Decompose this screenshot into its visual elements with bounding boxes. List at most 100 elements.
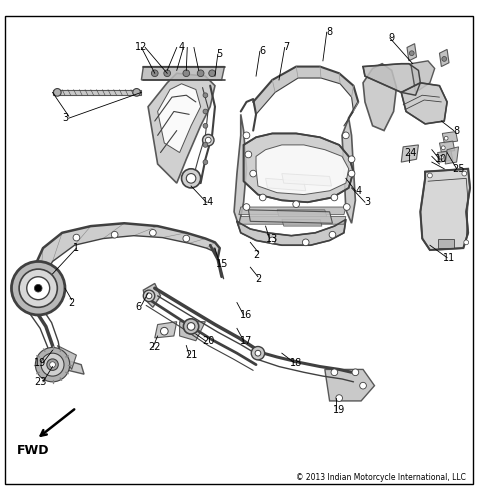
Circle shape (252, 346, 264, 360)
Circle shape (203, 160, 208, 164)
Circle shape (336, 394, 342, 402)
Circle shape (206, 138, 211, 143)
Polygon shape (325, 370, 374, 401)
Circle shape (348, 170, 355, 177)
Polygon shape (420, 169, 470, 250)
Polygon shape (239, 207, 346, 214)
Circle shape (152, 70, 158, 76)
Polygon shape (438, 150, 453, 162)
Circle shape (160, 328, 168, 335)
Text: © 2013 Indian Motorcycle International, LLC: © 2013 Indian Motorcycle International, … (296, 473, 466, 482)
Polygon shape (148, 74, 215, 183)
Circle shape (203, 109, 208, 114)
Circle shape (112, 232, 118, 238)
Polygon shape (266, 178, 306, 191)
Polygon shape (342, 118, 355, 224)
Polygon shape (401, 145, 418, 162)
Circle shape (352, 369, 358, 376)
Circle shape (269, 237, 276, 244)
Polygon shape (256, 145, 348, 194)
Circle shape (150, 230, 156, 236)
Circle shape (144, 290, 155, 302)
Text: 14: 14 (202, 197, 214, 207)
Text: 6: 6 (260, 46, 266, 56)
Circle shape (243, 204, 250, 210)
Text: 24: 24 (404, 148, 417, 158)
Circle shape (19, 269, 58, 308)
Circle shape (329, 232, 336, 238)
Text: 22: 22 (148, 342, 161, 352)
Circle shape (344, 204, 350, 210)
Circle shape (464, 240, 468, 244)
Polygon shape (401, 83, 447, 124)
Text: 13: 13 (266, 234, 278, 243)
Polygon shape (253, 66, 358, 126)
Polygon shape (411, 61, 434, 92)
Circle shape (243, 132, 250, 138)
Polygon shape (234, 114, 246, 226)
Circle shape (184, 319, 198, 334)
Text: 4: 4 (178, 42, 184, 52)
Circle shape (331, 369, 338, 376)
Polygon shape (28, 224, 220, 306)
Text: 25: 25 (452, 164, 465, 174)
Text: 7: 7 (284, 42, 290, 52)
Circle shape (208, 70, 216, 76)
Circle shape (245, 151, 252, 158)
Circle shape (442, 146, 445, 150)
Text: 5: 5 (216, 49, 223, 59)
Circle shape (41, 353, 64, 376)
Circle shape (255, 350, 261, 356)
Circle shape (182, 169, 201, 188)
Polygon shape (50, 355, 84, 374)
Circle shape (183, 235, 190, 242)
Circle shape (36, 348, 70, 382)
Polygon shape (277, 210, 326, 216)
Text: 17: 17 (240, 336, 252, 346)
Text: FWD: FWD (17, 444, 50, 457)
Polygon shape (144, 284, 160, 308)
Text: 1: 1 (74, 243, 80, 253)
Circle shape (26, 276, 50, 299)
Circle shape (410, 51, 414, 56)
Polygon shape (440, 141, 454, 152)
Circle shape (462, 171, 466, 176)
Circle shape (133, 88, 140, 96)
Text: 23: 23 (34, 377, 46, 387)
Circle shape (293, 201, 300, 207)
Text: 3: 3 (364, 197, 371, 207)
Circle shape (73, 234, 80, 241)
Polygon shape (52, 90, 142, 95)
Polygon shape (438, 238, 454, 248)
Text: 8: 8 (454, 126, 460, 136)
Polygon shape (442, 132, 458, 143)
Text: 20: 20 (202, 336, 214, 346)
Circle shape (440, 156, 444, 159)
Polygon shape (58, 346, 76, 370)
Circle shape (250, 170, 256, 177)
Circle shape (360, 382, 366, 389)
Circle shape (187, 322, 195, 330)
Circle shape (146, 293, 152, 298)
Text: 8: 8 (326, 27, 332, 37)
Circle shape (442, 56, 446, 62)
Circle shape (428, 173, 432, 178)
Circle shape (47, 359, 58, 370)
Circle shape (202, 134, 214, 146)
Polygon shape (363, 64, 420, 95)
Polygon shape (363, 64, 396, 130)
Circle shape (444, 136, 448, 140)
Text: 21: 21 (185, 350, 198, 360)
Polygon shape (158, 84, 200, 152)
Circle shape (348, 156, 355, 162)
Polygon shape (155, 322, 176, 338)
Polygon shape (282, 174, 332, 186)
Circle shape (34, 284, 42, 292)
Polygon shape (239, 216, 346, 224)
Text: 16: 16 (240, 310, 252, 320)
Circle shape (50, 362, 56, 368)
Circle shape (12, 262, 65, 315)
Polygon shape (142, 66, 224, 80)
Text: 4: 4 (355, 186, 362, 196)
Circle shape (302, 239, 309, 246)
